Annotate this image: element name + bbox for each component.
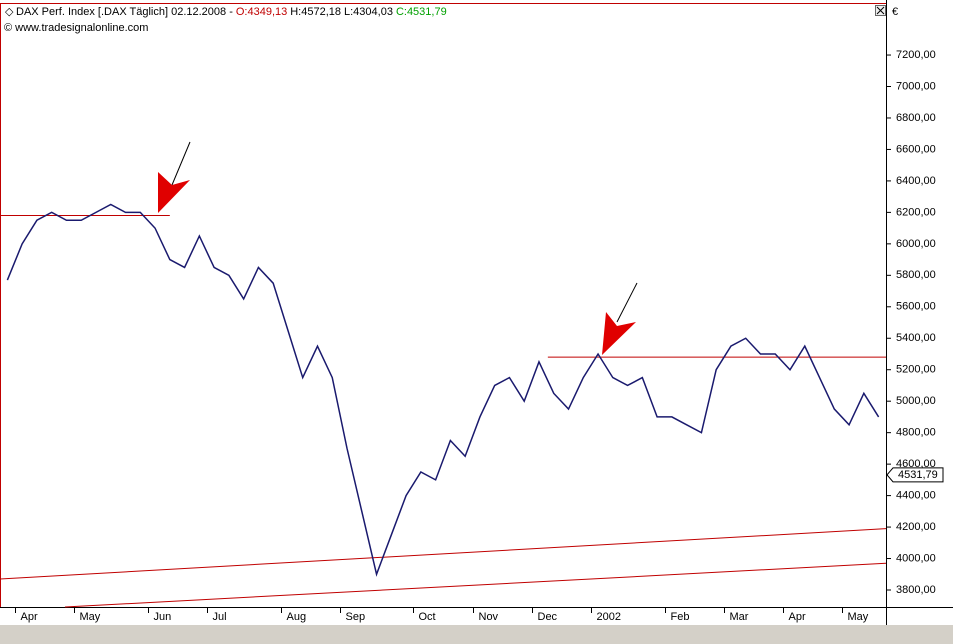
x-tick-label: Apr [21,611,38,623]
header-line: DAX Perf. Index [.DAX Täglich] 02.12.200… [16,6,447,18]
y-tick-label: 4600,00 [896,458,936,470]
header-title: DAX Perf. Index [.DAX Täglich] 02.12.200… [16,6,233,18]
y-tick-label: 3800,00 [896,584,936,596]
x-tick-label: Aug [287,611,307,623]
y-tick-label: 5800,00 [896,269,936,281]
last-price-label: 4531,79 [898,469,938,481]
arrow-line [616,282,638,323]
header-low: L:4304,03 [344,6,393,18]
y-tick-label: 5600,00 [896,301,936,313]
x-tick-label: Feb [671,611,690,623]
last-price-box [886,467,944,483]
trend-line [0,528,887,580]
x-tick-label: Nov [479,611,499,623]
y-tick-label: 6800,00 [896,112,936,124]
header-close: C:4531,79 [396,6,447,18]
x-tick-label: May [80,611,101,623]
y-tick-label: 6600,00 [896,143,936,155]
x-tick-label: Sep [346,611,366,623]
source: © www.tradesignalonline.com [4,22,148,34]
arrow-head [602,312,636,355]
x-tick-label: Jun [154,611,172,623]
price-line [6,203,880,577]
y-tick-label: 7200,00 [896,49,936,61]
header-high: H:4572,18 [290,6,341,18]
y-tick-label: 6200,00 [896,206,936,218]
trend-line [64,562,887,608]
y-tick-label: 7000,00 [896,80,936,92]
y-tick-label: 5400,00 [896,332,936,344]
y-tick-label: 6400,00 [896,175,936,187]
y-tick-label: 5200,00 [896,364,936,376]
arrow-head [158,172,190,213]
y-tick-label: 4200,00 [896,521,936,533]
y-tick-label: 6000,00 [896,238,936,250]
x-tick-label: Oct [419,611,436,623]
header-open: O:4349,13 [236,6,287,18]
x-tick-label: Mar [730,611,749,623]
x-tick-label: May [848,611,869,623]
y-tick-label: 4800,00 [896,427,936,439]
x-tick-label: Apr [789,611,806,623]
close-icon [876,6,885,15]
background [0,0,953,630]
x-tick-label: Dec [538,611,558,623]
y-tick-label: 5000,00 [896,395,936,407]
x-tick-label: Jul [213,611,227,623]
y-tick-label: 4400,00 [896,490,936,502]
x-tick-label: 2002 [597,611,621,623]
currency: € [892,6,898,18]
status-bar [0,625,953,639]
menu-icon: ◇ [5,6,14,18]
arrow-line [171,141,191,186]
y-tick-label: 4000,00 [896,552,936,564]
